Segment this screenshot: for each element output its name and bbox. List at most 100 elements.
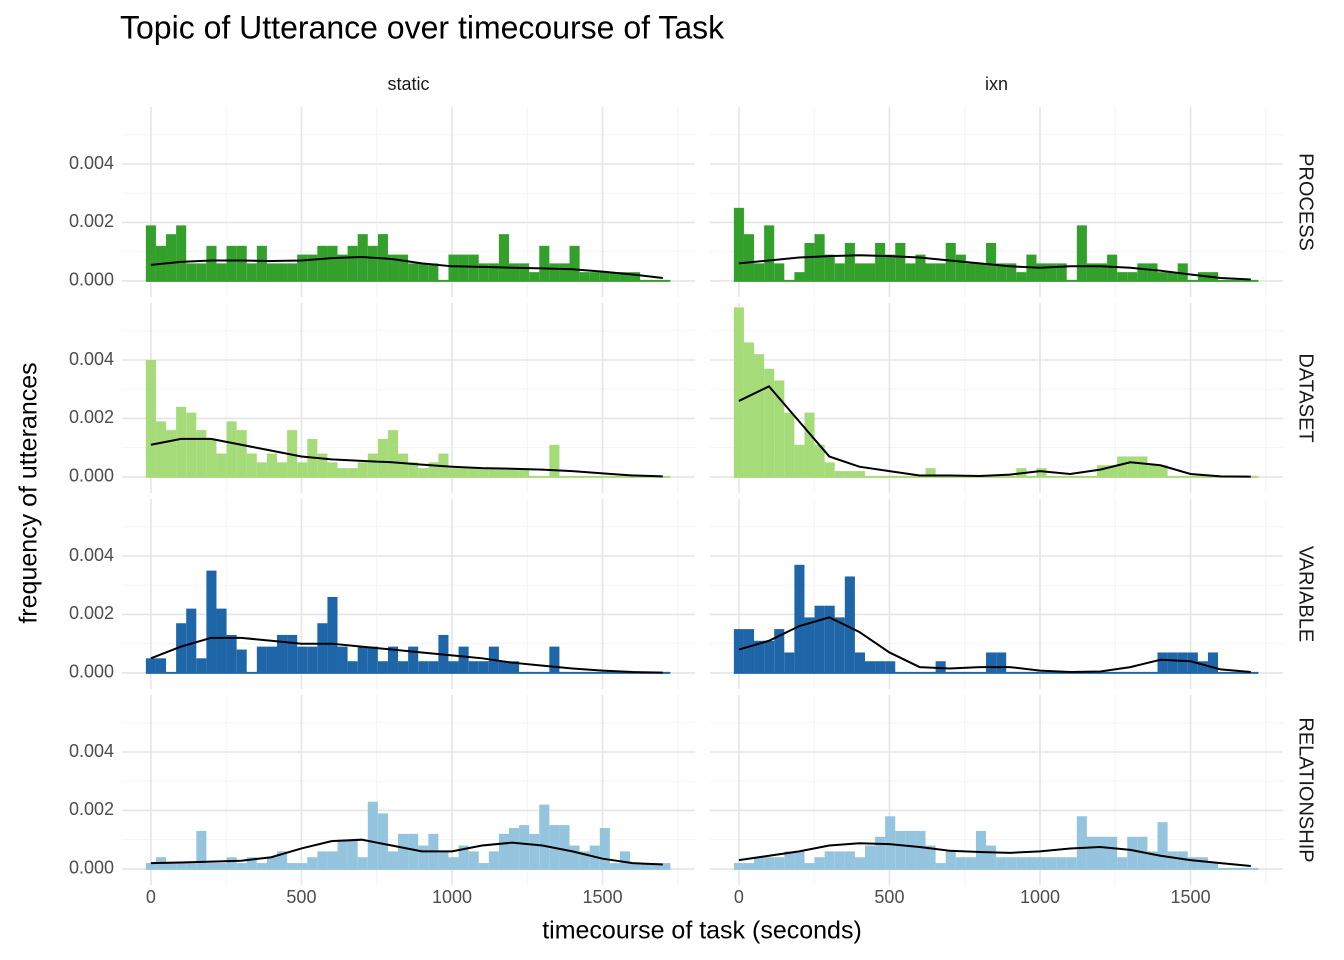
histogram-bar	[784, 412, 795, 477]
histogram-bar	[337, 839, 348, 869]
histogram-bar	[155, 421, 167, 477]
histogram-bar	[508, 468, 520, 477]
histogram-bar	[965, 857, 976, 869]
histogram-bar	[630, 863, 641, 869]
histogram-bar	[367, 453, 378, 477]
histogram-bar	[864, 845, 876, 869]
histogram-bar	[743, 629, 755, 673]
histogram-bar	[784, 652, 795, 673]
histogram-bar	[804, 412, 815, 477]
histogram-bar	[824, 851, 835, 869]
histogram-bar	[905, 263, 916, 281]
histogram-bar	[599, 272, 610, 281]
histogram-bar	[186, 608, 197, 673]
histogram-bar	[478, 263, 489, 281]
histogram-bar	[529, 272, 540, 281]
histogram-bar	[1157, 822, 1168, 869]
histogram-bar	[478, 468, 489, 477]
histogram-bar	[854, 652, 865, 673]
histogram-bar	[357, 857, 368, 869]
histogram-bar	[327, 851, 338, 869]
histogram-bar	[885, 816, 896, 869]
histogram-bar	[885, 254, 896, 281]
histogram-bar	[1036, 468, 1047, 477]
histogram-bar	[975, 830, 987, 869]
histogram-bar	[854, 471, 865, 477]
histogram-bar	[357, 646, 368, 673]
histogram-bar	[955, 254, 966, 281]
y-tick-label: 0.000	[69, 270, 114, 290]
histogram-bar	[488, 468, 499, 477]
histogram-bar	[834, 617, 845, 673]
y-tick-label: 0.002	[69, 211, 114, 231]
histogram-bar	[814, 857, 825, 869]
histogram-bar	[660, 863, 671, 869]
histogram-bar	[246, 453, 257, 477]
histogram-bar	[569, 245, 580, 281]
histogram-bar	[1056, 857, 1067, 869]
histogram-bar	[539, 804, 550, 869]
histogram-bar	[398, 661, 409, 673]
histogram-bar	[754, 263, 765, 281]
histogram-bar	[774, 629, 785, 673]
histogram-bar	[256, 462, 267, 477]
density-curve	[150, 437, 663, 478]
histogram-bar	[609, 272, 620, 281]
histogram-bar	[599, 828, 610, 869]
histogram-bar	[216, 263, 227, 281]
histogram-bar	[377, 661, 388, 673]
column-strip-label: static	[387, 74, 429, 94]
histogram-bar	[216, 863, 227, 869]
histogram-bar	[418, 263, 429, 281]
histogram-bar	[508, 661, 520, 673]
histogram-bar	[256, 646, 267, 673]
histogram-bar	[875, 242, 886, 281]
histogram-bar	[996, 857, 1007, 869]
histogram-bar	[1016, 857, 1027, 869]
histogram-bar	[1137, 456, 1148, 477]
histogram-bar	[844, 576, 855, 673]
histogram-bar	[1117, 857, 1128, 869]
histogram-bar	[1127, 836, 1138, 869]
histogram-bar	[854, 263, 865, 281]
histogram-bar	[287, 863, 298, 869]
histogram-bar	[619, 851, 631, 869]
histogram-bar	[804, 242, 815, 281]
histogram-bar	[317, 245, 328, 281]
x-tick-label: 1000	[1020, 887, 1060, 907]
histogram-bar	[468, 661, 479, 673]
histogram-bar	[650, 863, 661, 869]
histogram-bar	[1137, 263, 1148, 281]
histogram-bar	[1096, 263, 1108, 281]
histogram-bar	[1096, 465, 1108, 477]
histogram-bar	[226, 634, 237, 673]
histogram-bar	[226, 421, 237, 477]
row-strip-label: PROCESS	[1295, 153, 1317, 251]
histogram-bar	[367, 646, 378, 673]
histogram-bar	[1076, 225, 1087, 281]
histogram-bar	[559, 825, 570, 869]
histogram-bar	[276, 634, 288, 673]
histogram-bar	[176, 225, 187, 281]
histogram-bar	[609, 863, 620, 869]
histogram-bar	[498, 234, 509, 281]
histogram-bar	[519, 468, 530, 477]
histogram-bar	[630, 272, 641, 281]
histogram-bar	[834, 471, 845, 477]
histogram-bar	[1107, 836, 1118, 869]
histogram-bar	[408, 263, 419, 281]
histogram-bar	[206, 570, 217, 673]
histogram-bar	[1107, 465, 1118, 477]
histogram-bar	[1036, 263, 1047, 281]
y-tick-label: 0.002	[69, 799, 114, 819]
histogram-bar	[408, 646, 419, 673]
histogram-bar	[367, 801, 378, 869]
density-curve	[738, 842, 1251, 867]
histogram-bar	[1117, 272, 1128, 281]
histogram-bar	[276, 462, 288, 477]
histogram-bar	[196, 263, 207, 281]
histogram-bar	[418, 845, 429, 869]
histogram-bar	[408, 462, 419, 477]
x-tick-label: 500	[874, 887, 904, 907]
